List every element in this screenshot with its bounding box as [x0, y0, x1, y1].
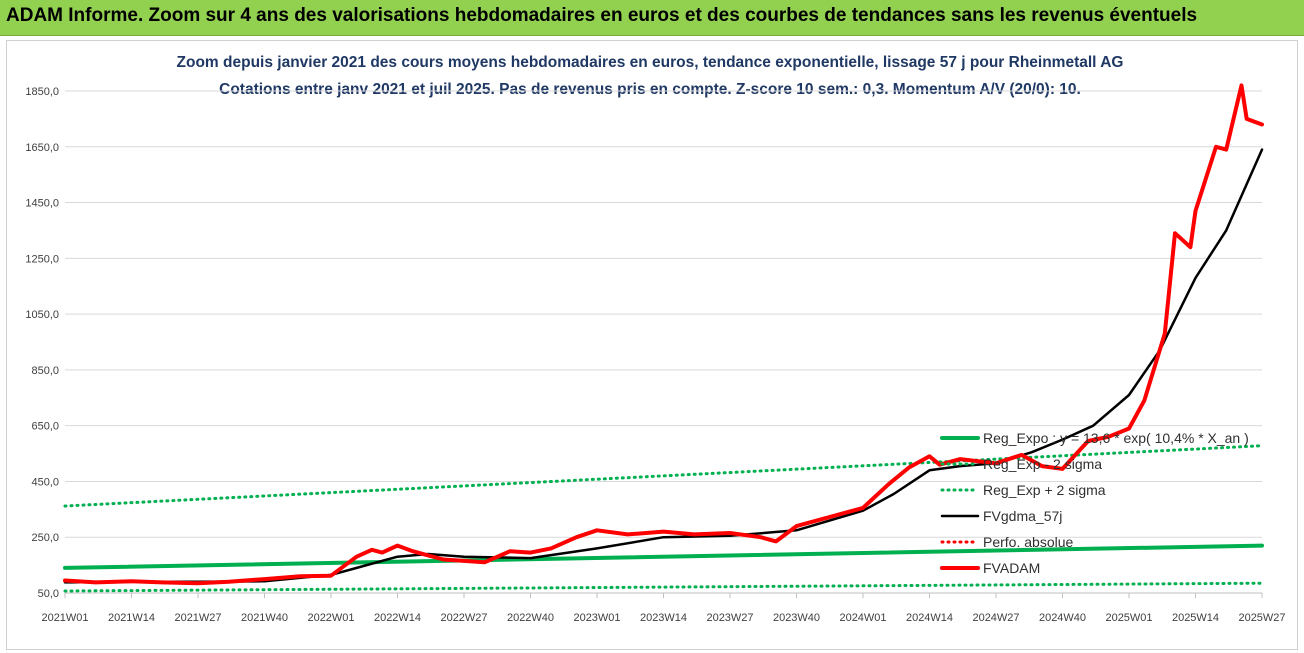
x-tick-label: 2022W01	[307, 612, 354, 624]
reg-minus-2-sigma-line	[63, 581, 1264, 593]
x-tick-label: 2024W01	[839, 612, 886, 624]
y-tick-label: 1050,0	[25, 309, 59, 321]
x-tick-label: 2023W14	[640, 612, 687, 624]
perfo-absolue-legend-label: Perfo. absolue	[983, 534, 1073, 550]
reg-expo-line	[63, 543, 1264, 570]
x-tick-label: 2021W01	[41, 612, 88, 624]
x-tick-label: 2025W01	[1105, 612, 1152, 624]
x-tick-label: 2021W40	[241, 612, 288, 624]
y-tick-label: 1850,0	[25, 86, 59, 98]
gridlines	[65, 90, 1262, 594]
fvgdma-57j-line	[63, 148, 1264, 584]
legend: Reg_Expo : y = 13,6 * exp( 10,4% * X_an …	[940, 430, 1249, 576]
y-tick-label: 650,0	[31, 421, 59, 433]
x-tick-label: 2023W27	[706, 612, 753, 624]
fvadam-legend-label: FVADAM	[983, 560, 1040, 576]
x-tick-label: 2023W01	[573, 612, 620, 624]
x-tick-label: 2021W27	[174, 612, 221, 624]
x-tick-label: 2024W27	[972, 612, 1019, 624]
report-banner: ADAM Informe. Zoom sur 4 ans des valoris…	[0, 0, 1304, 36]
x-tick-label: 2025W14	[1172, 612, 1219, 624]
reg-plus-2-sigma-legend-label: Reg_Exp + 2 sigma	[983, 482, 1106, 498]
x-tick-label: 2023W40	[773, 612, 820, 624]
series-lines	[63, 83, 1264, 593]
y-tick-label: 450,0	[31, 476, 59, 488]
reg-plus-2-sigma-line	[63, 444, 1264, 508]
y-tick-label: 1250,0	[25, 253, 59, 265]
y-tick-label: 1650,0	[25, 142, 59, 154]
y-tick-label: 1450,0	[25, 198, 59, 210]
x-tick-label: 2022W27	[440, 612, 487, 624]
x-tick-label: 2022W40	[507, 612, 554, 624]
chart-frame	[6, 40, 1298, 650]
y-tick-label: 850,0	[31, 365, 59, 377]
chart-subtitle: Cotations entre janv 2021 et juil 2025. …	[219, 81, 1081, 98]
fvgdma-57j-legend-label: FVgdma_57j	[983, 508, 1062, 524]
x-tick-label: 2025W27	[1238, 612, 1285, 624]
chart-title: Zoom depuis janvier 2021 des cours moyen…	[177, 54, 1124, 71]
y-axis-ticks: 50,0 250,0 450,0 650,0 850,0 1050,0 1250,0 1450…	[25, 86, 59, 600]
x-tick-label: 2021W14	[108, 612, 155, 624]
fvadam-line	[63, 83, 1264, 586]
x-tick-label: 2024W14	[906, 612, 953, 624]
reg-minus-2-sigma-legend-label: Reg_Exp - 2 sigma	[983, 456, 1102, 472]
x-axis-ticks: 2021W01 2021W14 2021W27 2021W40 2022W01 2022W…	[41, 593, 1286, 624]
report-title: ADAM Informe. Zoom sur 4 ans des valoris…	[6, 5, 1198, 26]
y-tick-label: 250,0	[31, 532, 59, 544]
x-tick-label: 2024W40	[1039, 612, 1086, 624]
x-tick-label: 2022W14	[374, 612, 421, 624]
y-tick-label: 50,0	[38, 588, 59, 600]
reg-expo-legend-label: Reg_Expo : y = 13,6 * exp( 10,4% * X_an …	[983, 430, 1249, 446]
